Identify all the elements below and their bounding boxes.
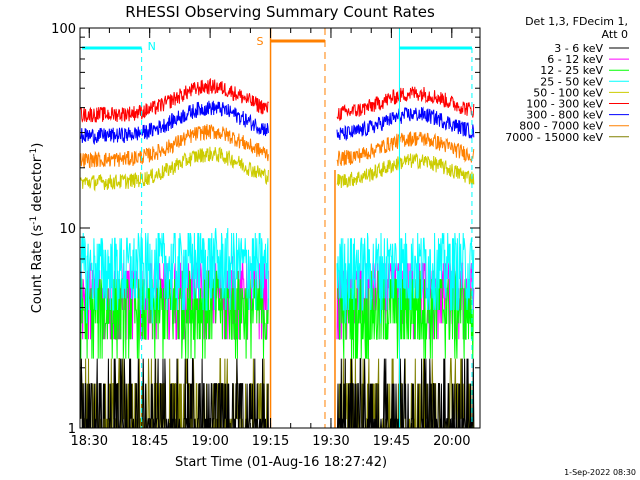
series-line-6 xyxy=(80,77,475,123)
legend-label-8: 800 - 7000 keV xyxy=(519,120,603,133)
timestamp: 1-Sep-2022 08:30 xyxy=(564,468,636,477)
y-tick-label-1: 10 xyxy=(59,222,76,237)
y-tick-label-0: 1 xyxy=(68,422,76,437)
series-line-5 xyxy=(80,146,475,192)
night-label-n: N xyxy=(148,40,156,53)
axes: 1 10 100 18:30 18:45 19:00 19:15 19:30 19:45 20:0… xyxy=(51,22,480,449)
x-tick-label-4: 19:30 xyxy=(312,434,349,449)
legend-label-2: 6 - 12 keV xyxy=(547,53,603,66)
legend-label-4: 25 - 50 keV xyxy=(540,75,603,88)
x-axis-label: Start Time (01-Aug-16 18:27:42) xyxy=(175,455,387,470)
x-tick-label-1: 18:45 xyxy=(131,434,168,449)
legend-label-5: 50 - 100 keV xyxy=(533,86,603,99)
saa-label-s: S xyxy=(257,35,264,48)
legend-label-9: 7000 - 15000 keV xyxy=(505,131,603,144)
series-line-4 xyxy=(80,227,475,324)
series-line-8 xyxy=(80,124,475,169)
x-tick-label-0: 18:30 xyxy=(71,434,108,449)
x-tick-label-5: 19:45 xyxy=(373,434,410,449)
y-tick-label-2: 100 xyxy=(51,22,76,37)
legend-label-1: 3 - 6 keV xyxy=(554,42,603,55)
x-tick-label-6: 20:00 xyxy=(433,434,470,449)
chart-title: RHESSI Observing Summary Count Rates xyxy=(125,3,435,21)
x-tick-label-2: 19:00 xyxy=(191,434,228,449)
legend-label-6: 100 - 300 keV xyxy=(526,98,603,111)
legend-label-7: 300 - 800 keV xyxy=(526,109,603,122)
series-line-7 xyxy=(80,100,475,145)
x-tick-label-3: 19:15 xyxy=(252,434,289,449)
legend-label-3: 12 - 25 keV xyxy=(540,64,603,77)
legend-header-line-1: Det 1,3, FDecim 1, xyxy=(525,15,628,28)
legend-header-line-2: Att 0 xyxy=(602,28,628,41)
y-axis-label: Count Rate (s-1 detector-1) xyxy=(29,143,45,314)
